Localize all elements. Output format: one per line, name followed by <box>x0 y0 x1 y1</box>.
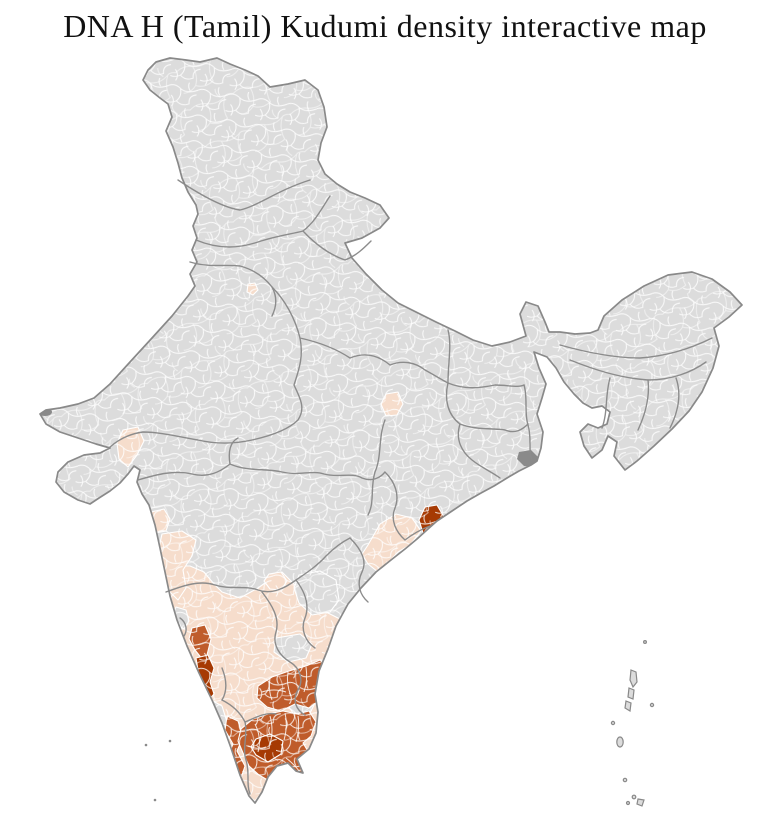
state-boundaries <box>109 179 713 795</box>
page-title: DNA H (Tamil) Kudumi density interactive… <box>63 8 707 44</box>
andaman-nicobar-islands[interactable] <box>610 639 655 807</box>
sundarbans-delta-patch <box>517 450 538 467</box>
lakshadweep-islands[interactable] <box>144 739 172 802</box>
region-pondicherry-coast-medium[interactable] <box>309 752 320 768</box>
